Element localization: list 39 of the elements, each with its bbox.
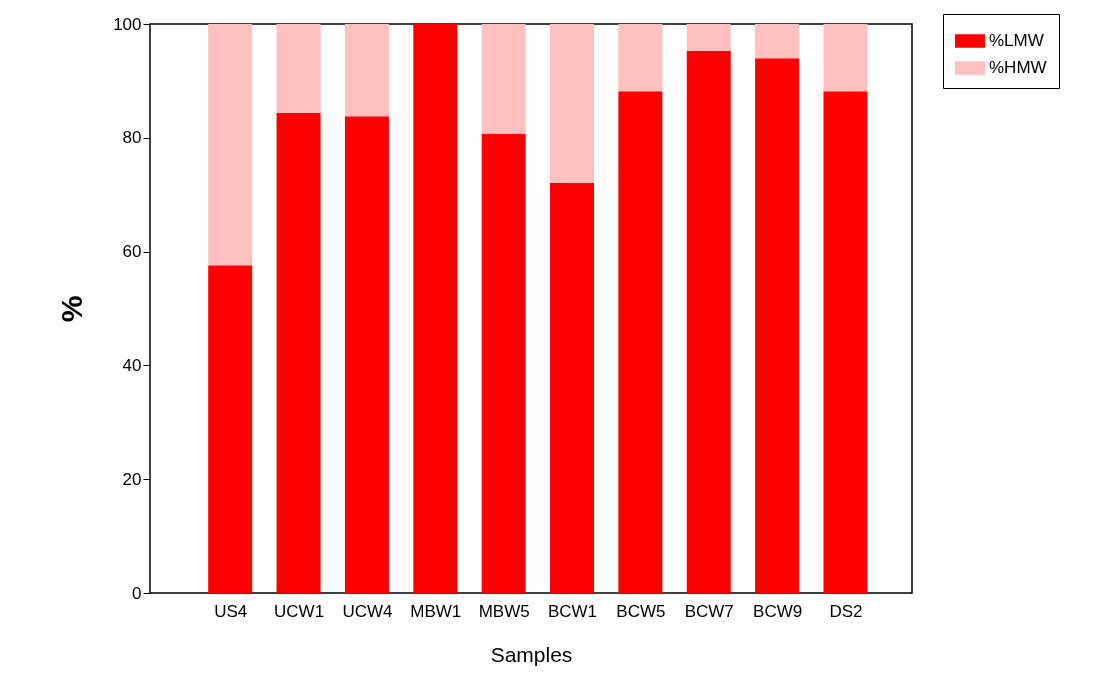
bar — [344, 116, 389, 593]
bar — [413, 24, 458, 593]
bar — [481, 133, 526, 593]
bar — [276, 24, 321, 113]
bar — [208, 265, 253, 593]
x-axis-title: Samples — [490, 642, 573, 666]
bar — [481, 24, 526, 134]
legend-label: %LMW — [989, 31, 1044, 50]
bar — [618, 24, 663, 92]
x-tick-label: US4 — [214, 601, 248, 621]
x-tick-label: MBW1 — [410, 601, 462, 621]
bar — [344, 24, 389, 117]
x-tick-label: BCW7 — [684, 601, 734, 621]
x-tick-label: BCW5 — [616, 601, 666, 621]
x-tick-label: BCW1 — [547, 601, 598, 621]
y-tick-label: 0 — [132, 583, 142, 603]
bar — [618, 91, 663, 593]
y-tick-label: 60 — [122, 242, 142, 262]
y-tick-label: 100 — [113, 14, 142, 34]
bar — [686, 50, 731, 593]
x-tick-label: UCW1 — [274, 601, 325, 621]
x-tick-label: DS2 — [829, 601, 863, 621]
y-tick-label: 80 — [122, 128, 142, 148]
bar — [823, 91, 868, 593]
bar — [550, 24, 595, 183]
x-tick-label: MBW5 — [478, 601, 530, 621]
bar — [755, 58, 800, 593]
bar — [276, 112, 321, 593]
bar — [686, 24, 731, 51]
y-tick-label: 20 — [122, 469, 142, 489]
y-axis-title: % — [55, 295, 89, 323]
legend-label: %HMW — [989, 58, 1047, 77]
x-tick-label: BCW9 — [753, 601, 803, 621]
x-tick-label: UCW4 — [342, 601, 393, 621]
bar — [550, 182, 595, 593]
bar — [208, 24, 253, 266]
y-tick-label: 40 — [122, 355, 142, 375]
bar — [823, 24, 868, 92]
bar — [755, 24, 800, 59]
